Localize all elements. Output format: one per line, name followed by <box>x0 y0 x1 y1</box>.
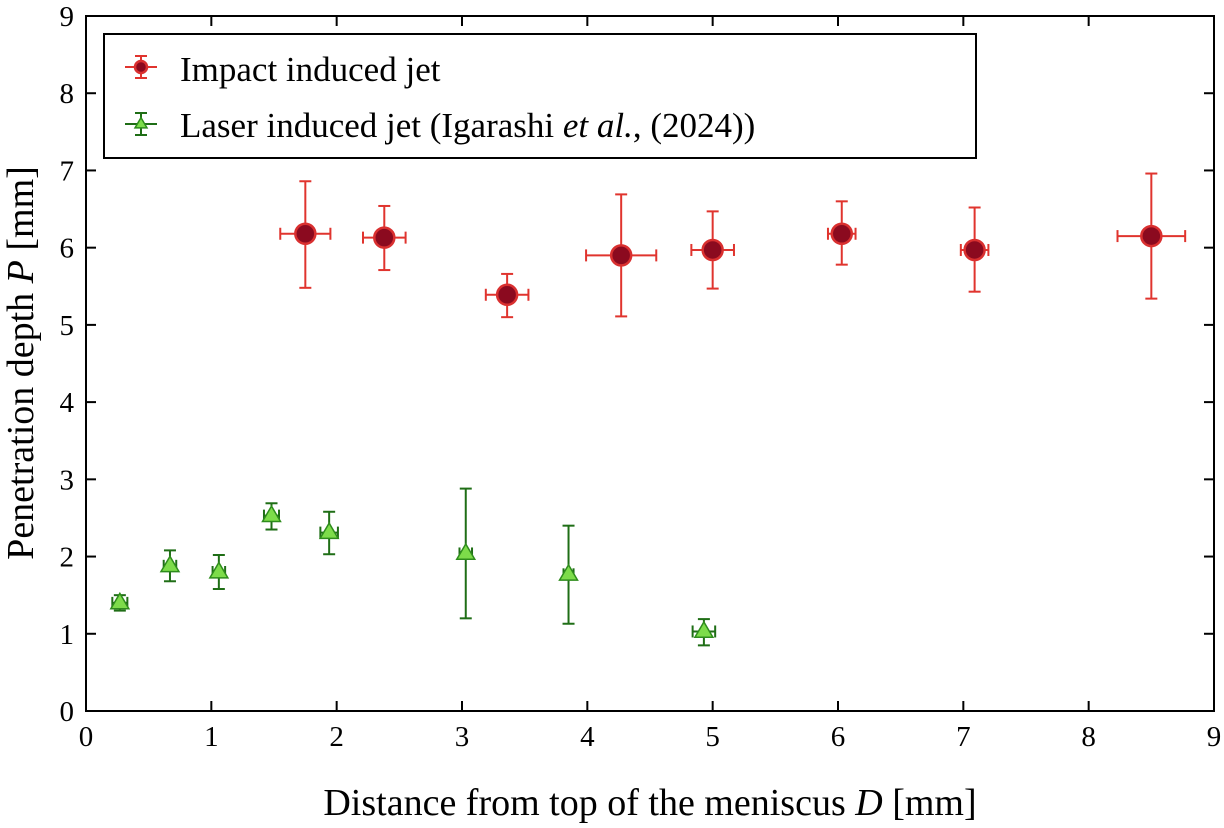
x-tick-label-3: 3 <box>455 721 470 753</box>
y-tick-label-0: 0 <box>60 696 75 728</box>
legend-label-impact-text: Impact induced jet <box>180 50 441 89</box>
y-tick-label-1: 1 <box>60 619 75 651</box>
x-tick-label-2: 2 <box>329 721 344 753</box>
laser-point-3 <box>261 504 282 523</box>
legend-symbol-impact <box>125 55 157 79</box>
x-tick-label-0: 0 <box>79 721 94 753</box>
y-tick-label-3: 3 <box>60 464 75 496</box>
laser-point-1 <box>159 554 181 573</box>
y-tick-label-4: 4 <box>60 387 75 419</box>
impact-point-3 <box>609 244 633 267</box>
x-axis-title: Distance from top of the meniscus D [mm] <box>323 782 976 824</box>
laser-point-4 <box>318 521 340 540</box>
impact-point-5 <box>830 222 854 246</box>
legend-label-laser-part1: Laser induced jet (Igarashi <box>180 106 563 145</box>
legend-impact-marker <box>133 59 149 75</box>
x-axis-title-var: D <box>854 782 882 824</box>
y-tick-label-9: 9 <box>60 1 75 33</box>
impact-point-2 <box>495 283 519 307</box>
laser-point-5 <box>455 542 477 561</box>
series-impact <box>279 172 1187 319</box>
x-tick-label-6: 6 <box>831 721 846 753</box>
impact-point-0 <box>294 222 317 246</box>
y-tick-label-5: 5 <box>60 310 75 342</box>
x-tick-label-4: 4 <box>580 721 595 753</box>
legend-symbol-laser <box>125 112 157 136</box>
data-layer <box>109 172 1187 647</box>
y-axis-title-var: P <box>0 260 42 284</box>
impact-point-4 <box>701 238 724 262</box>
x-tick-label-8: 8 <box>1081 721 1096 753</box>
y-axis-title-suffix: [mm] <box>0 166 42 260</box>
x-tick-label-9: 9 <box>1207 721 1222 753</box>
y-tick-label-6: 6 <box>60 233 75 265</box>
legend-box <box>103 33 977 159</box>
ticks-layer: 0 1 2 3 4 5 6 7 8 9 0 1 2 3 4 5 6 7 8 9 <box>60 1 1222 753</box>
y-tick-label-7: 7 <box>60 155 75 187</box>
legend-label-laser: Laser induced jet (Igarashi et al., (202… <box>180 106 755 145</box>
legend-label-impact: Impact induced jet <box>180 50 441 89</box>
x-tick-label-1: 1 <box>204 721 219 753</box>
x-axis-title-suffix: [mm] <box>883 782 977 824</box>
x-axis-title-prefix: Distance from top of the meniscus <box>323 782 855 824</box>
x-tick-label-5: 5 <box>705 721 720 753</box>
legend-label-laser-part3: , (2024)) <box>633 106 755 145</box>
laser-point-2 <box>208 561 230 579</box>
laser-point-6 <box>558 563 579 581</box>
laser-point-0 <box>109 591 131 610</box>
laser-point-7 <box>693 620 715 639</box>
y-axis-title: Penetration depth P [mm] <box>0 166 42 560</box>
y-tick-label-2: 2 <box>60 542 75 574</box>
impact-point-1 <box>373 226 396 249</box>
legend: Impact induced jet Laser induced jet (Ig… <box>103 33 977 159</box>
plot-frame <box>85 15 1215 712</box>
impact-point-6 <box>963 238 986 262</box>
impact-point-7 <box>1140 224 1163 248</box>
x-tick-label-7: 7 <box>956 721 971 753</box>
legend-label-laser-etal: et al. <box>563 106 633 145</box>
y-axis-title-prefix: Penetration depth <box>0 283 42 559</box>
series-laser <box>109 487 717 647</box>
y-tick-label-8: 8 <box>60 78 75 110</box>
legend-laser-marker <box>133 116 149 129</box>
